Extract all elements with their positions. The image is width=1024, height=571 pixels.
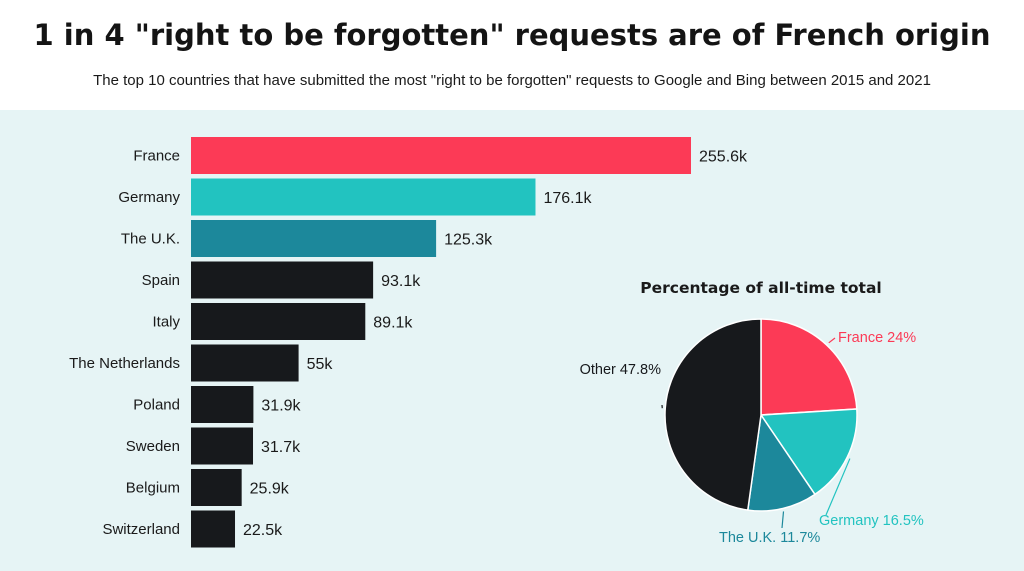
value-label: 22.5k: [243, 522, 283, 539]
category-label: Poland: [133, 397, 180, 414]
chart-subtitle: The top 10 countries that have submitted…: [93, 72, 931, 89]
bar: [191, 178, 536, 216]
bar-row: Sweden 31.7k: [126, 427, 301, 465]
category-label: Switzerland: [102, 521, 180, 538]
value-label: 125.3k: [444, 232, 493, 249]
bar-row: France 255.6k: [133, 137, 748, 174]
pie-leader-line: [825, 458, 851, 516]
bar: [191, 344, 299, 382]
value-label: 255.6k: [699, 149, 748, 166]
value-label: 55k: [307, 356, 334, 373]
bar-row: Germany 176.1k: [118, 178, 593, 216]
bar: [191, 427, 254, 465]
value-label: 31.9k: [261, 398, 301, 415]
bar: [191, 510, 236, 548]
bar-row: Poland 31.9k: [133, 386, 302, 423]
value-label: 93.1k: [381, 273, 421, 290]
pie-title: Percentage of all-time total: [640, 279, 881, 297]
bar-row: Italy 89.1k: [152, 303, 413, 340]
bar-row: Spain 93.1k: [142, 261, 421, 299]
category-label: Germany: [118, 189, 180, 206]
category-label: The U.K.: [121, 231, 180, 248]
pie-label: Germany 16.5%: [819, 513, 924, 529]
chart-title: 1 in 4 "right to be forgotten" requests …: [33, 18, 991, 52]
value-label: 176.1k: [543, 190, 592, 207]
category-label: Italy: [152, 314, 180, 331]
pie-leader-line: [828, 337, 836, 344]
pie-slice: [746, 412, 817, 512]
bar-row: The U.K. 125.3k: [121, 220, 493, 257]
category-label: Sweden: [126, 438, 180, 455]
bar: [191, 469, 242, 506]
pie-label: Other 47.8%: [580, 362, 662, 378]
bar: [191, 386, 254, 423]
category-label: Belgium: [126, 480, 180, 497]
pie-leader-line: [781, 511, 785, 529]
bar-row: Belgium 25.9k: [126, 469, 290, 506]
pie-slice: [760, 318, 858, 416]
bar: [191, 303, 366, 340]
pie-label: France 24%: [838, 330, 916, 346]
pie-label: The U.K. 11.7%: [719, 530, 820, 546]
bar-row: The Netherlands 55k: [69, 344, 334, 382]
value-label: 31.7k: [261, 439, 301, 456]
bar: [191, 220, 437, 257]
pie-slice: [759, 408, 858, 496]
pie-slice: [664, 318, 762, 511]
value-label: 25.9k: [250, 481, 290, 498]
category-label: The Netherlands: [69, 355, 180, 372]
bar-row: Switzerland 22.5k: [102, 510, 283, 548]
bar: [191, 261, 374, 299]
category-label: Spain: [142, 272, 180, 289]
bar: [191, 137, 691, 174]
value-label: 89.1k: [373, 315, 413, 332]
category-label: France: [133, 148, 180, 165]
